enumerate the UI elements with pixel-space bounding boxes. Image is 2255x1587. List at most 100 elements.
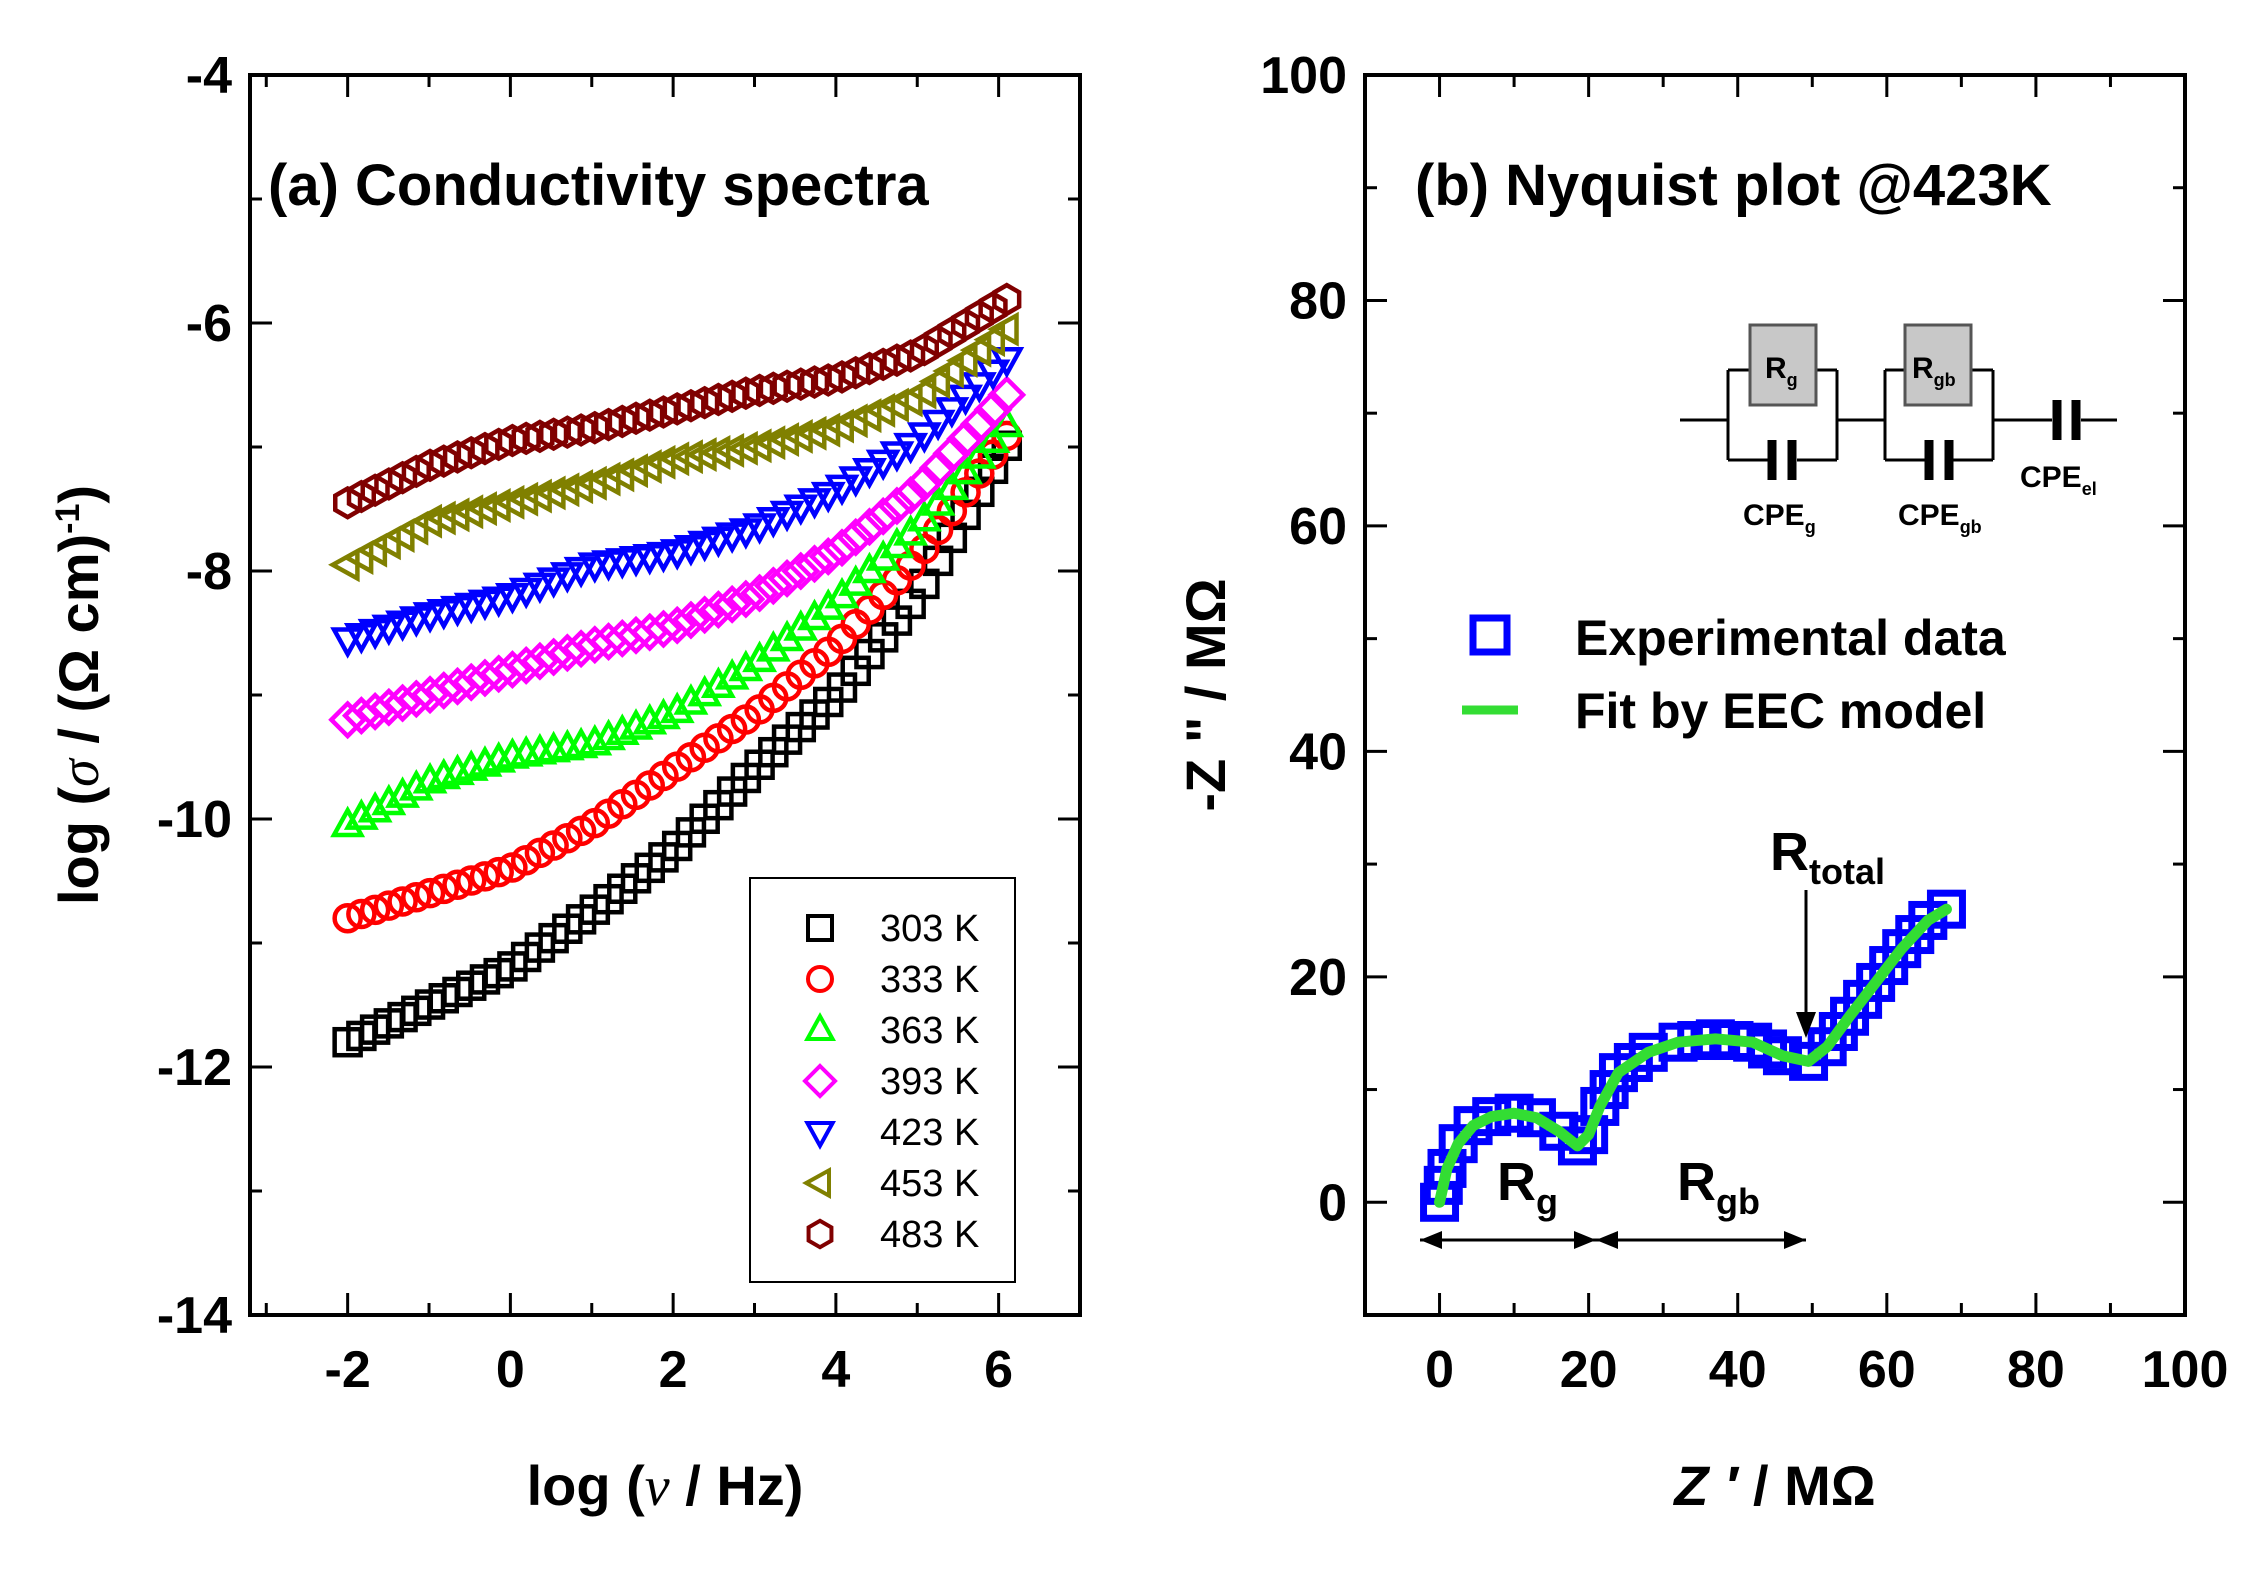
data-point xyxy=(767,559,807,598)
legend-label: 483 K xyxy=(880,1214,979,1256)
data-point xyxy=(506,481,539,517)
data-point xyxy=(387,886,418,917)
data-point xyxy=(838,466,874,498)
data-point xyxy=(552,415,582,450)
series-483k xyxy=(333,282,1022,520)
panel-a-y-label: log (σ / (Ω cm)-1) xyxy=(47,485,111,905)
data-point xyxy=(978,290,1008,325)
data-point xyxy=(442,440,473,474)
panel-b-ticks: 0 20 40 60 80 100 0 20 40 60 80 100 xyxy=(1260,47,2228,1399)
x-tick-label: -2 xyxy=(325,1341,371,1399)
annotation-r-gb: Rgb xyxy=(1677,1152,1760,1222)
data-point xyxy=(698,435,731,470)
data-point xyxy=(948,452,984,485)
y-tick-label: -4 xyxy=(186,47,232,105)
data-point xyxy=(964,299,994,334)
r-total-arrowhead xyxy=(1796,1012,1816,1038)
circuit-label-cpe-g: CPEg xyxy=(1743,499,1816,537)
data-point xyxy=(549,562,585,594)
data-point xyxy=(385,776,421,808)
data-point xyxy=(893,432,929,465)
series-333k xyxy=(332,420,1023,934)
data-point xyxy=(769,500,805,533)
resistor-rgb xyxy=(1903,323,1973,407)
data-point xyxy=(827,360,857,394)
data-point xyxy=(428,873,460,905)
data-point xyxy=(950,307,981,342)
legend-label: 453 K xyxy=(880,1163,979,1205)
data-point xyxy=(646,697,681,730)
data-point xyxy=(387,460,418,495)
legend-marker-423k xyxy=(804,1121,836,1150)
data-point xyxy=(357,790,393,823)
data-point xyxy=(799,365,830,399)
data-point xyxy=(442,869,473,900)
circuit-label-cpe-el: CPEel xyxy=(2020,461,2097,499)
data-point xyxy=(566,413,596,447)
series-experimental-data xyxy=(1420,889,1966,1222)
data-point xyxy=(703,382,734,417)
data-point xyxy=(522,572,558,605)
panel-b-title: (b) Nyquist plot @423K xyxy=(1415,153,2052,218)
data-point xyxy=(783,494,819,527)
data-point xyxy=(506,645,546,685)
data-point xyxy=(604,713,640,745)
data-point xyxy=(333,485,363,520)
data-point xyxy=(906,422,942,454)
data-point xyxy=(865,449,901,482)
y-tick-label: 20 xyxy=(1289,949,1347,1007)
data-point xyxy=(359,894,391,926)
data-point xyxy=(328,700,368,740)
data-point xyxy=(618,708,654,740)
data-point xyxy=(593,407,624,442)
resistor-rg xyxy=(1748,323,1818,407)
y-tick-label: -12 xyxy=(157,1039,232,1097)
data-point xyxy=(483,856,514,888)
data-point xyxy=(934,397,970,429)
data-point xyxy=(685,437,717,473)
data-point xyxy=(662,391,692,426)
series-393k xyxy=(328,375,1027,740)
data-point xyxy=(561,469,594,505)
data-point xyxy=(520,641,560,681)
data-point xyxy=(525,419,555,454)
data-point xyxy=(360,473,390,508)
data-point xyxy=(808,537,848,576)
data-point xyxy=(906,499,942,532)
data-point xyxy=(918,364,951,399)
data-point xyxy=(740,573,780,613)
series-453k xyxy=(328,311,1019,583)
data-point xyxy=(909,332,940,367)
data-point xyxy=(731,376,761,411)
data-point xyxy=(824,474,860,507)
data-point xyxy=(877,486,917,526)
data-point xyxy=(1926,889,1966,929)
data-point xyxy=(797,488,832,520)
data-point xyxy=(896,339,926,373)
data-point xyxy=(1557,1126,1597,1166)
data-point xyxy=(700,666,736,699)
data-point xyxy=(923,324,953,359)
data-point xyxy=(712,432,745,468)
data-point xyxy=(410,675,450,715)
data-point xyxy=(424,500,456,536)
data-point xyxy=(451,662,491,702)
data-point xyxy=(973,322,1006,358)
panel-b-y-label: -Z " / MΩ xyxy=(1174,578,1237,811)
y-tick-label: 100 xyxy=(1260,47,1347,105)
data-point xyxy=(987,311,1019,347)
rg-arrow-left xyxy=(1420,1231,1442,1249)
data-point xyxy=(511,421,541,456)
data-point xyxy=(961,372,997,404)
data-point xyxy=(739,428,772,464)
data-point xyxy=(373,890,405,921)
data-point xyxy=(794,415,827,451)
data-point xyxy=(671,439,703,475)
legend-fit-label: Fit by EEC model xyxy=(1575,683,1986,739)
data-point xyxy=(591,718,627,751)
x-tick-label: 0 xyxy=(1425,1341,1454,1399)
data-point xyxy=(744,373,775,408)
data-point xyxy=(437,497,470,533)
y-tick-label: 80 xyxy=(1289,272,1347,330)
